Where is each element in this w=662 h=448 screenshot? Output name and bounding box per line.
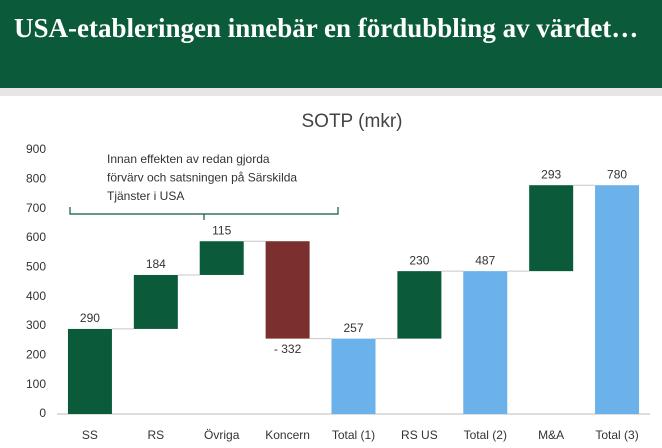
bar	[595, 185, 640, 414]
data-label: 780	[607, 167, 627, 181]
y-tick-label: 900	[26, 142, 46, 156]
header-title: USA-etableringen innebär en fördubbling …	[14, 13, 639, 43]
brace	[69, 207, 339, 220]
x-tick-label: Total (1)	[332, 428, 375, 442]
header-band	[0, 0, 662, 88]
y-tick-label: 800	[26, 172, 46, 186]
bar	[331, 338, 376, 414]
data-label: 487	[475, 253, 495, 267]
data-label: 293	[541, 167, 561, 181]
bar	[529, 185, 574, 272]
data-label: 230	[409, 253, 429, 267]
x-tick-label: M&A	[538, 428, 564, 442]
data-label: 115	[212, 223, 231, 237]
bar	[199, 241, 244, 275]
bar	[67, 328, 112, 414]
y-tick-label: 700	[26, 201, 46, 215]
y-tick-label: 0	[39, 406, 46, 420]
header-rule	[0, 88, 662, 96]
x-tick-label: SS	[82, 428, 98, 442]
annotation-line: förvärv och satsningen på Särskilda	[107, 171, 297, 185]
x-tick-label: Koncern	[265, 428, 310, 442]
chart-title: SOTP (mkr)	[302, 111, 403, 132]
y-tick-label: 600	[26, 230, 46, 244]
bar	[463, 271, 508, 414]
bar	[397, 271, 442, 339]
y-tick-label: 100	[26, 377, 46, 391]
data-label: - 332	[274, 342, 302, 356]
bar	[133, 274, 178, 329]
y-tick-label: 200	[26, 348, 46, 362]
header-box: USA-etableringen innebär en fördubbling …	[14, 13, 639, 43]
x-tick-label: Övriga	[204, 428, 240, 442]
x-tick-label: Total (2)	[464, 428, 507, 442]
data-label: 257	[343, 321, 363, 335]
y-tick-label: 400	[26, 289, 46, 303]
x-tick-label: RS US	[401, 428, 438, 442]
annotation-line: Innan effekten av redan gjorda	[107, 152, 270, 166]
data-label: 184	[146, 257, 166, 271]
y-tick-label: 500	[26, 260, 46, 274]
data-label: 290	[80, 311, 100, 325]
bar	[265, 241, 310, 339]
annotation-line: Tjänster i USA	[107, 189, 184, 203]
x-tick-label: RS	[147, 428, 164, 442]
y-tick-label: 300	[26, 318, 46, 332]
x-tick-label: Total (3)	[595, 428, 638, 442]
